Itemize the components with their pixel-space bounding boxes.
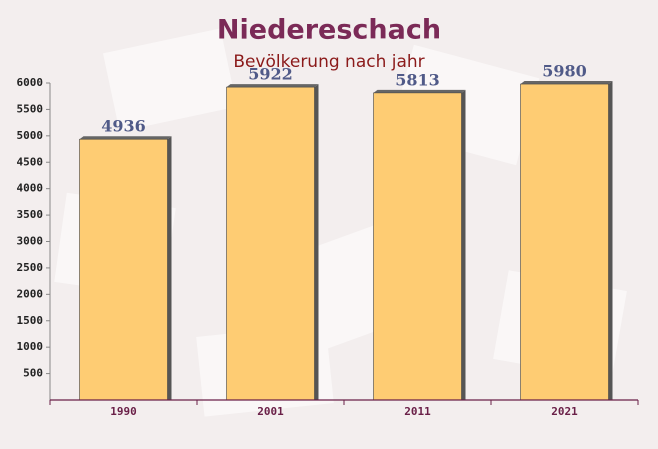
bar (79, 138, 168, 401)
value-label: 5980 (542, 62, 587, 81)
bar-shadow (461, 89, 466, 401)
bar (226, 86, 315, 401)
value-label: 5922 (248, 65, 293, 84)
x-tick-label: 2011 (404, 405, 431, 418)
bar-shadow (167, 136, 172, 400)
chart-title: Niedereschach (217, 15, 441, 46)
bar (520, 83, 609, 401)
x-tick-label: 1990 (110, 405, 137, 418)
y-tick-label: 5500 (17, 102, 44, 115)
y-tick-label: 5000 (17, 129, 44, 142)
y-tick-label: 2500 (17, 261, 44, 274)
y-tick-label: 1500 (17, 314, 44, 327)
y-tick-label: 500 (23, 367, 43, 380)
value-label: 4936 (101, 117, 146, 136)
y-tick-label: 3500 (17, 208, 44, 221)
bar-shadow (226, 84, 319, 88)
y-tick-label: 3000 (17, 235, 44, 248)
bar-shadow (520, 81, 613, 85)
y-tick-label: 1000 (17, 340, 44, 353)
bar-shadow (79, 136, 172, 140)
bar-shadow (314, 84, 319, 400)
y-tick-label: 4500 (17, 155, 44, 168)
bar-shadow (608, 81, 613, 400)
value-label: 5813 (395, 70, 440, 89)
chart-subtitle: Bevölkerung nach jahr (233, 52, 424, 72)
y-tick-label: 4000 (17, 182, 44, 195)
x-tick-label: 2021 (551, 405, 578, 418)
bar-shadow (373, 89, 466, 93)
x-tick-label: 2001 (257, 405, 284, 418)
bar (373, 92, 462, 401)
y-tick-label: 6000 (17, 76, 44, 89)
y-tick-label: 2000 (17, 287, 44, 300)
